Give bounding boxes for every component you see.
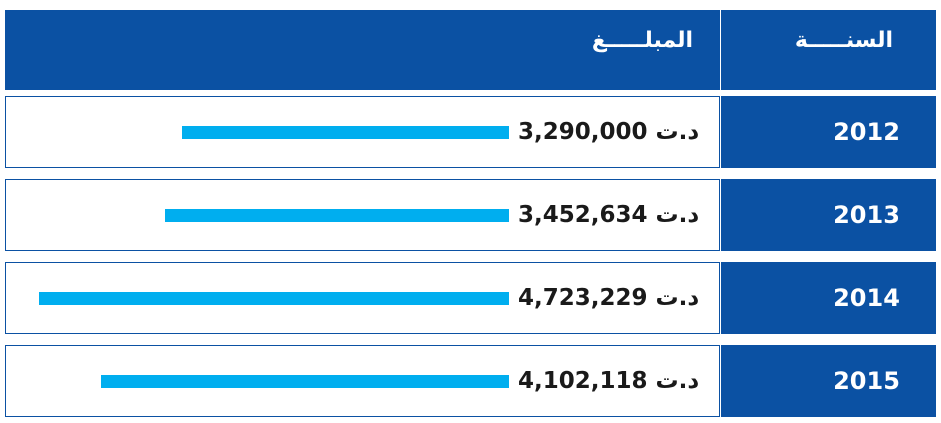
year-cell: 2015 <box>721 345 936 417</box>
category-label: 2012 <box>833 118 900 146</box>
amount-cell: 3,290,000 د.ت <box>5 96 720 168</box>
bar-2015 <box>100 375 509 388</box>
table-row: 4,102,118 د.ت 2015 <box>5 345 936 417</box>
table-row: 3,290,000 د.ت 2012 <box>5 96 936 168</box>
data-label: 4,102,118 د.ت <box>518 368 700 394</box>
amount-column-header: المبلـــــغ <box>591 28 693 53</box>
year-cell: 2012 <box>721 96 936 168</box>
bar-2012 <box>181 126 509 139</box>
category-label: 2013 <box>833 201 900 229</box>
year-cell: 2014 <box>721 262 936 334</box>
year-cell: 2013 <box>721 179 936 251</box>
data-label: 3,290,000 د.ت <box>518 119 700 145</box>
amount-cell: 4,723,229 د.ت <box>5 262 720 334</box>
bar-2014 <box>39 292 509 305</box>
category-label: 2015 <box>833 367 900 395</box>
amount-cell: 4,102,118 د.ت <box>5 345 720 417</box>
category-label: 2014 <box>833 284 900 312</box>
table-header <box>5 10 936 90</box>
table-row: 3,452,634 د.ت 2013 <box>5 179 936 251</box>
data-label: 3,452,634 د.ت <box>518 202 700 228</box>
year-column-header: السنـــــة <box>794 28 893 53</box>
table-row: 4,723,229 د.ت 2014 <box>5 262 936 334</box>
bar-2013 <box>165 209 509 222</box>
header-divider <box>720 10 721 90</box>
data-label: 4,723,229 د.ت <box>518 285 700 311</box>
amount-cell: 3,452,634 د.ت <box>5 179 720 251</box>
